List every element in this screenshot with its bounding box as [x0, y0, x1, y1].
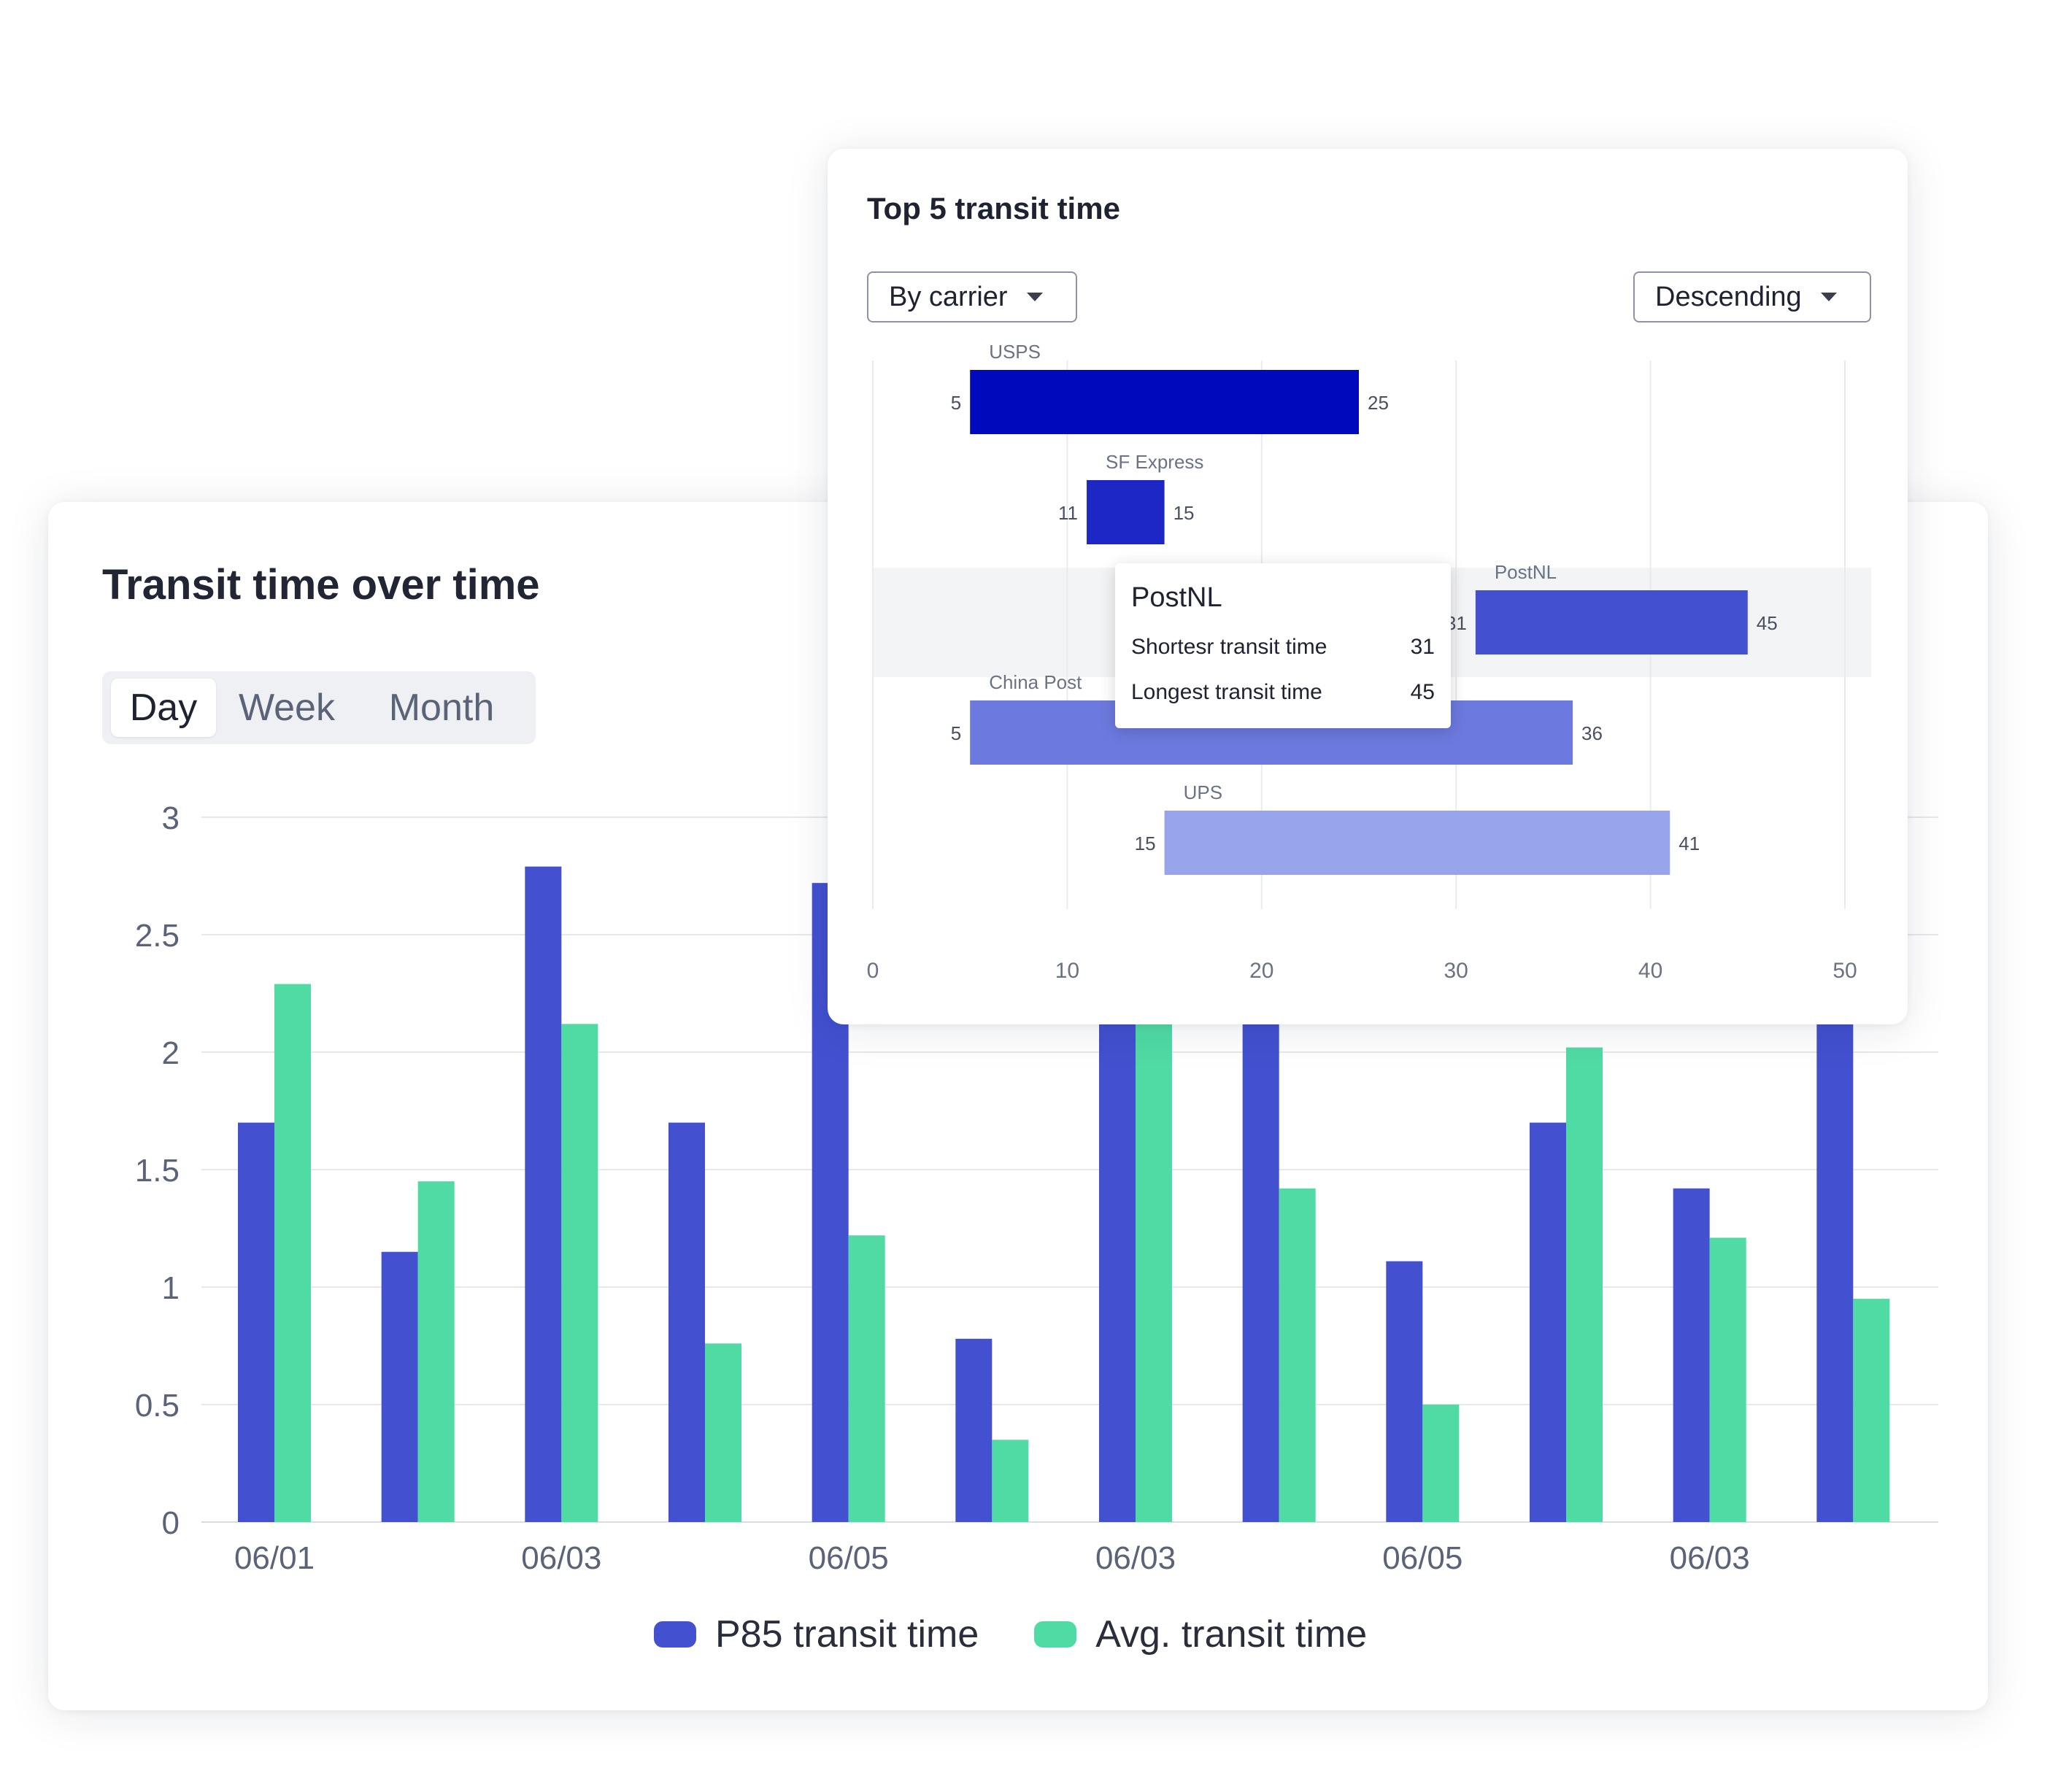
legend-item-avg[interactable]: Avg. transit time — [1034, 1613, 1367, 1656]
bar-avg — [561, 1024, 598, 1522]
category-label: PostNL — [1495, 561, 1557, 583]
range-end-label: 41 — [1679, 833, 1700, 854]
bar-p85 — [1242, 981, 1279, 1522]
range-start-label: 11 — [1058, 502, 1078, 524]
range-bar — [1087, 480, 1165, 544]
legend-label-avg: Avg. transit time — [1095, 1613, 1368, 1656]
y-tick-label: 2 — [162, 1035, 180, 1071]
x-tick-label: 50 — [1832, 959, 1857, 983]
range-end-label: 45 — [1757, 612, 1778, 634]
transit-time-chart: 0 0.5 1 1.5 2 2.5 3 06/01 06/03 06/05 06/03 06/05 06… — [135, 800, 1938, 1576]
chart-legend: P85 transit time Avg. transit time — [654, 1605, 1422, 1664]
period-segmented-control: Day Week Month — [102, 671, 536, 744]
bar-avg — [992, 1440, 1029, 1522]
range-end-label: 36 — [1581, 722, 1603, 744]
tooltip-row-value: 31 — [1410, 635, 1435, 659]
x-tick-label: 06/03 — [1670, 1540, 1750, 1576]
bar-p85 — [1673, 1188, 1710, 1522]
bar-avg — [1136, 981, 1172, 1522]
page-title: Transit time over time — [102, 561, 540, 609]
range-start-label: 5 — [951, 722, 961, 744]
bar-avg — [705, 1343, 741, 1522]
range-bar — [1164, 811, 1670, 875]
legend-item-p85[interactable]: P85 transit time — [654, 1613, 979, 1656]
bar-p85 — [525, 866, 562, 1522]
bar-avg — [1422, 1405, 1460, 1522]
x-tick-label: 06/03 — [1095, 1540, 1176, 1576]
category-label: SF Express — [1106, 451, 1203, 473]
bar-p85 — [238, 1122, 274, 1522]
x-tick-label: 06/01 — [234, 1540, 315, 1576]
bar-p85 — [1816, 981, 1854, 1522]
tab-day[interactable]: Day — [111, 679, 216, 737]
bar-p85 — [1530, 1122, 1566, 1522]
y-tick-label: 1.5 — [135, 1153, 180, 1189]
tab-month[interactable]: Month — [388, 687, 495, 729]
bar-avg — [1566, 1047, 1603, 1522]
sort-order-dropdown-label: Descending — [1655, 281, 1802, 312]
y-tick-label: 0 — [162, 1505, 180, 1541]
bar-p85 — [1099, 981, 1136, 1522]
legend-swatch-avg — [1034, 1621, 1077, 1648]
range-start-label: 5 — [951, 392, 961, 414]
tooltip-row-shortest: Shortesr transit time 31 — [1131, 635, 1435, 660]
x-tick-label: 10 — [1055, 959, 1079, 983]
tooltip-row-label: Longest transit time — [1131, 680, 1322, 704]
bar-avg — [1709, 1237, 1746, 1522]
group-by-dropdown-label: By carrier — [889, 281, 1008, 312]
tooltip-row-label: Shortesr transit time — [1131, 635, 1327, 659]
tooltip-row-value: 45 — [1410, 680, 1435, 704]
x-tick-label: 0 — [867, 959, 879, 983]
x-tick-label: 06/05 — [1382, 1540, 1462, 1576]
range-bar — [1475, 590, 1748, 654]
x-tick-label: 06/03 — [521, 1540, 601, 1576]
x-tick-label: 06/05 — [809, 1540, 889, 1576]
bar-avg — [1853, 1299, 1890, 1522]
category-label: China Post — [989, 671, 1082, 693]
top-5-transit-time-card: 0 10 20 30 40 50 USPS 5 25 SF Express 11 15 PostNL 31… — [828, 149, 1908, 1024]
group-by-dropdown[interactable]: By carrier — [867, 271, 1077, 323]
tab-week[interactable]: Week — [239, 687, 335, 729]
bar-avg — [1279, 1188, 1316, 1522]
category-label: UPS — [1184, 781, 1222, 803]
caret-down-icon — [1820, 293, 1837, 301]
bar-avg — [848, 1235, 885, 1522]
y-tick-label: 1 — [162, 1270, 180, 1306]
x-tick-label: 20 — [1249, 959, 1273, 983]
x-tick-label: 40 — [1638, 959, 1662, 983]
card-title: Top 5 transit time — [867, 191, 1120, 225]
bar-p85 — [668, 1122, 705, 1522]
y-tick-label: 0.5 — [135, 1388, 180, 1424]
x-tick-label: 30 — [1444, 959, 1468, 983]
caret-down-icon — [1026, 293, 1043, 301]
tooltip-title: PostNL — [1131, 582, 1222, 613]
y-tick-label: 2.5 — [135, 918, 180, 954]
range-end-label: 25 — [1368, 392, 1389, 414]
tooltip-row-longest: Longest transit time 45 — [1131, 680, 1435, 705]
bar-p85 — [381, 1251, 418, 1522]
range-end-label: 15 — [1173, 502, 1195, 524]
legend-label-p85: P85 transit time — [715, 1613, 979, 1656]
y-tick-label: 3 — [162, 800, 180, 836]
bar-p85 — [1386, 1261, 1423, 1522]
bar-avg — [417, 1181, 455, 1522]
bar-tooltip: PostNL Shortesr transit time 31 Longest … — [1115, 563, 1451, 728]
bar-avg — [274, 984, 311, 1522]
category-label: USPS — [989, 341, 1041, 363]
legend-swatch-p85 — [654, 1621, 696, 1648]
bar-p85 — [955, 1338, 993, 1522]
range-start-label: 15 — [1135, 833, 1156, 854]
range-bar — [970, 370, 1359, 434]
sort-order-dropdown[interactable]: Descending — [1633, 271, 1871, 323]
